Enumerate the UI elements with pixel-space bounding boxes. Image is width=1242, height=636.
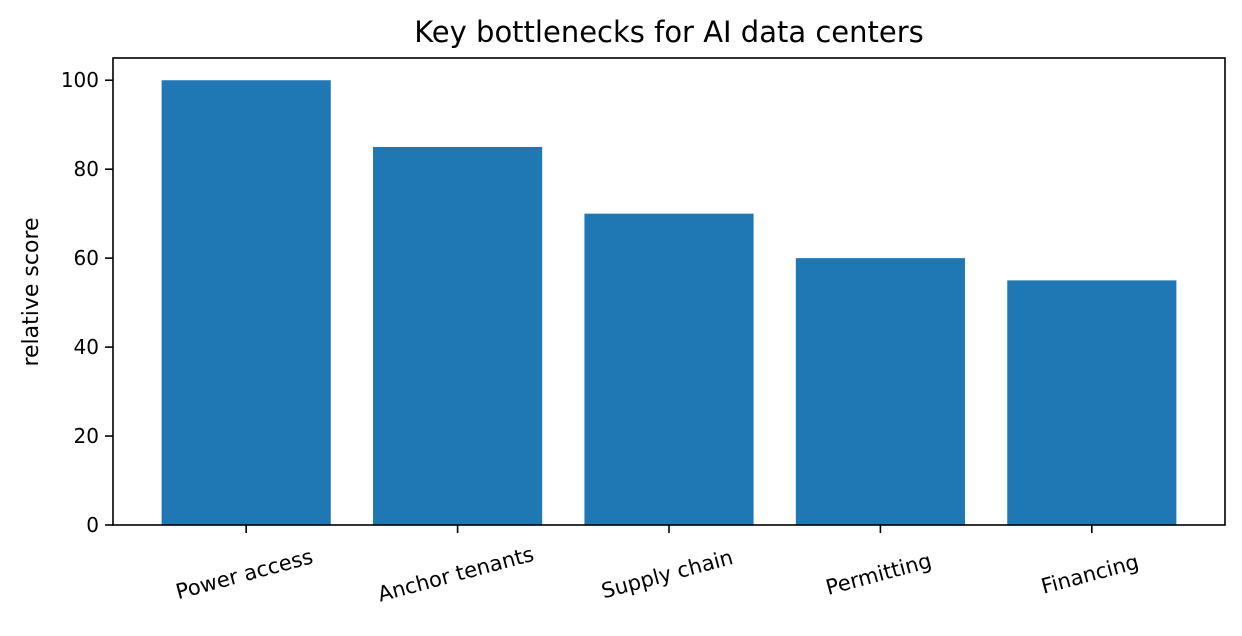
y-tick-label: 20 — [74, 424, 99, 448]
x-ticks-layer: Power access Anchor tenants Supply chain Pe… — [173, 525, 1141, 607]
x-tick-label: Power access — [173, 544, 315, 604]
y-tick-label: 0 — [86, 513, 99, 537]
x-tick-label: Supply chain — [599, 545, 736, 603]
bars-layer — [161, 80, 1177, 526]
x-tick-label: Permitting — [823, 549, 934, 600]
y-ticks-layer: 0 20 40 60 80 100 — [61, 68, 113, 537]
plot-frame — [112, 57, 1226, 526]
bar-supply-chain — [584, 213, 754, 526]
bar-financing — [1007, 280, 1177, 525]
x-tick-label: Financing — [1039, 550, 1142, 599]
y-tick-label: 80 — [74, 157, 99, 181]
x-tick-label: Anchor tenants — [375, 542, 536, 607]
y-axis-label: relative score — [19, 217, 44, 366]
y-tick-label: 100 — [61, 68, 99, 92]
bar-power-access — [161, 80, 331, 526]
y-tick-label: 60 — [74, 246, 99, 270]
chart-title: Key bottlenecks for AI data centers — [414, 15, 924, 49]
bar-anchor-tenants — [373, 146, 543, 525]
bar-permitting — [795, 258, 965, 525]
y-tick-label: 40 — [74, 335, 99, 359]
